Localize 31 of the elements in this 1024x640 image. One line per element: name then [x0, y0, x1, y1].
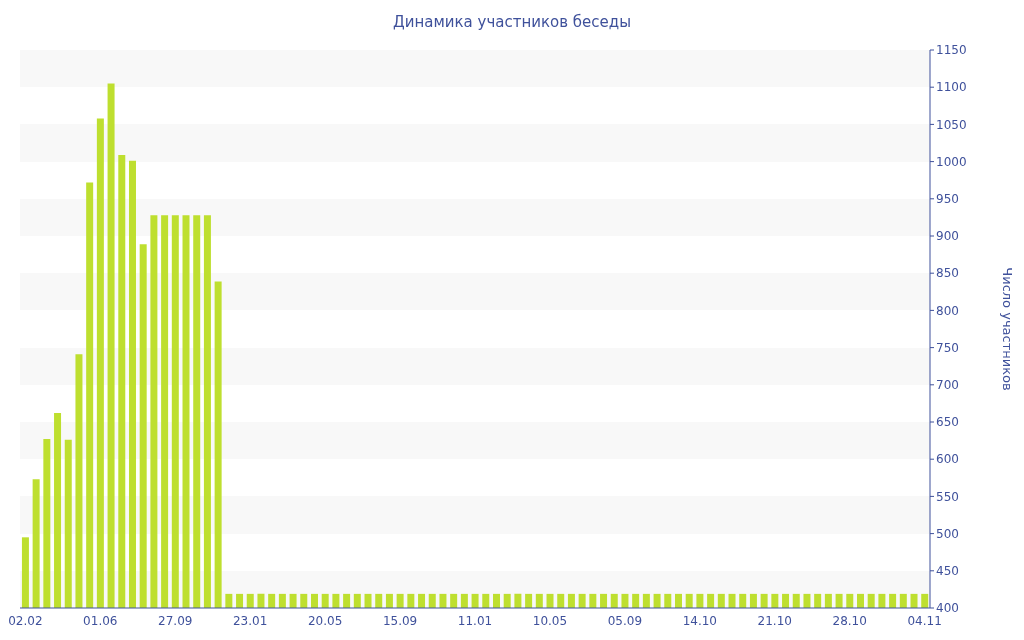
- x-tick-label: 10.05: [532, 613, 568, 628]
- chart-title: Динамика участников беседы: [391, 12, 632, 33]
- x-tick-label: 11.01: [457, 613, 493, 628]
- y-tick-label: 550: [936, 489, 959, 504]
- x-tick-label: 21.10: [757, 613, 792, 628]
- y-tick-label: 900: [936, 229, 959, 244]
- y-tick-label: 800: [936, 303, 959, 318]
- y-tick-label: 600: [936, 452, 959, 467]
- y-tick-label: 850: [936, 266, 959, 281]
- x-tick-label: 20.05: [307, 613, 343, 628]
- x-tick-label: 05.09: [607, 613, 643, 628]
- x-tick-label: 27.09: [158, 613, 193, 628]
- y-tick-label: 700: [936, 378, 959, 393]
- x-tick-label: 14.10: [682, 613, 717, 628]
- y-tick-label: 500: [936, 526, 959, 541]
- y-tick-label: 750: [936, 340, 959, 355]
- y-tick-label: 1150: [936, 43, 967, 58]
- x-tick-label: 23.01: [233, 613, 268, 628]
- x-tick-label: 28.10: [832, 613, 867, 628]
- y-tick-label: 400: [936, 601, 959, 616]
- x-tick-label: 01.06: [83, 613, 118, 628]
- y-tick-label: 1000: [936, 154, 967, 169]
- x-tick-label: 15.09: [382, 613, 418, 628]
- y-tick-label: 1100: [936, 80, 967, 95]
- y-tick-label: 450: [936, 564, 959, 579]
- y-tick-label: 950: [936, 192, 959, 207]
- y-tick-label: 650: [936, 415, 959, 430]
- x-tick-label: 04.11: [907, 613, 942, 628]
- y-tick-label: 1050: [936, 117, 967, 132]
- x-tick-label: 02.02: [8, 613, 43, 628]
- y-axis-title: Число участников: [1000, 267, 1016, 391]
